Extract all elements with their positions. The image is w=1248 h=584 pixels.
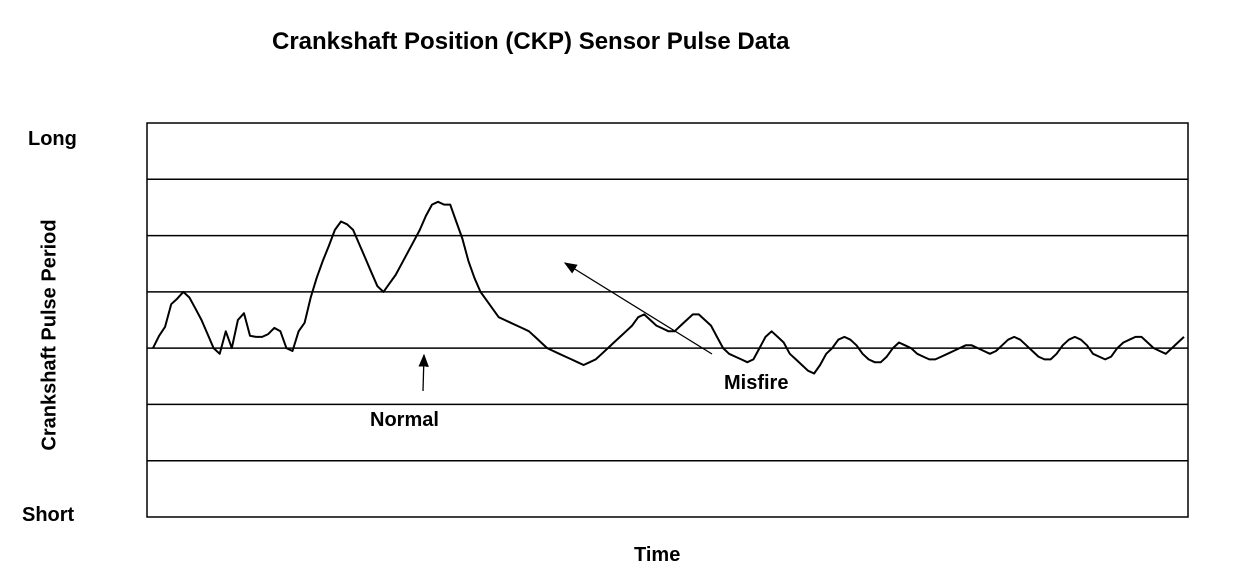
normal-arrow — [418, 353, 429, 392]
series-line — [152, 200, 1185, 375]
annotation-normal: Normal — [370, 409, 439, 431]
y-tick-label-short: Short — [22, 504, 75, 526]
y-tick-label-long: Long — [28, 128, 77, 150]
plot-frame — [146, 122, 1189, 518]
chart-title: Crankshaft Position (CKP) Sensor Pulse D… — [272, 28, 790, 55]
x-axis-label: Time — [634, 544, 681, 566]
annotation-misfire: Misfire — [724, 372, 789, 394]
gridlines — [147, 178, 1188, 462]
misfire-arrow — [563, 262, 713, 355]
